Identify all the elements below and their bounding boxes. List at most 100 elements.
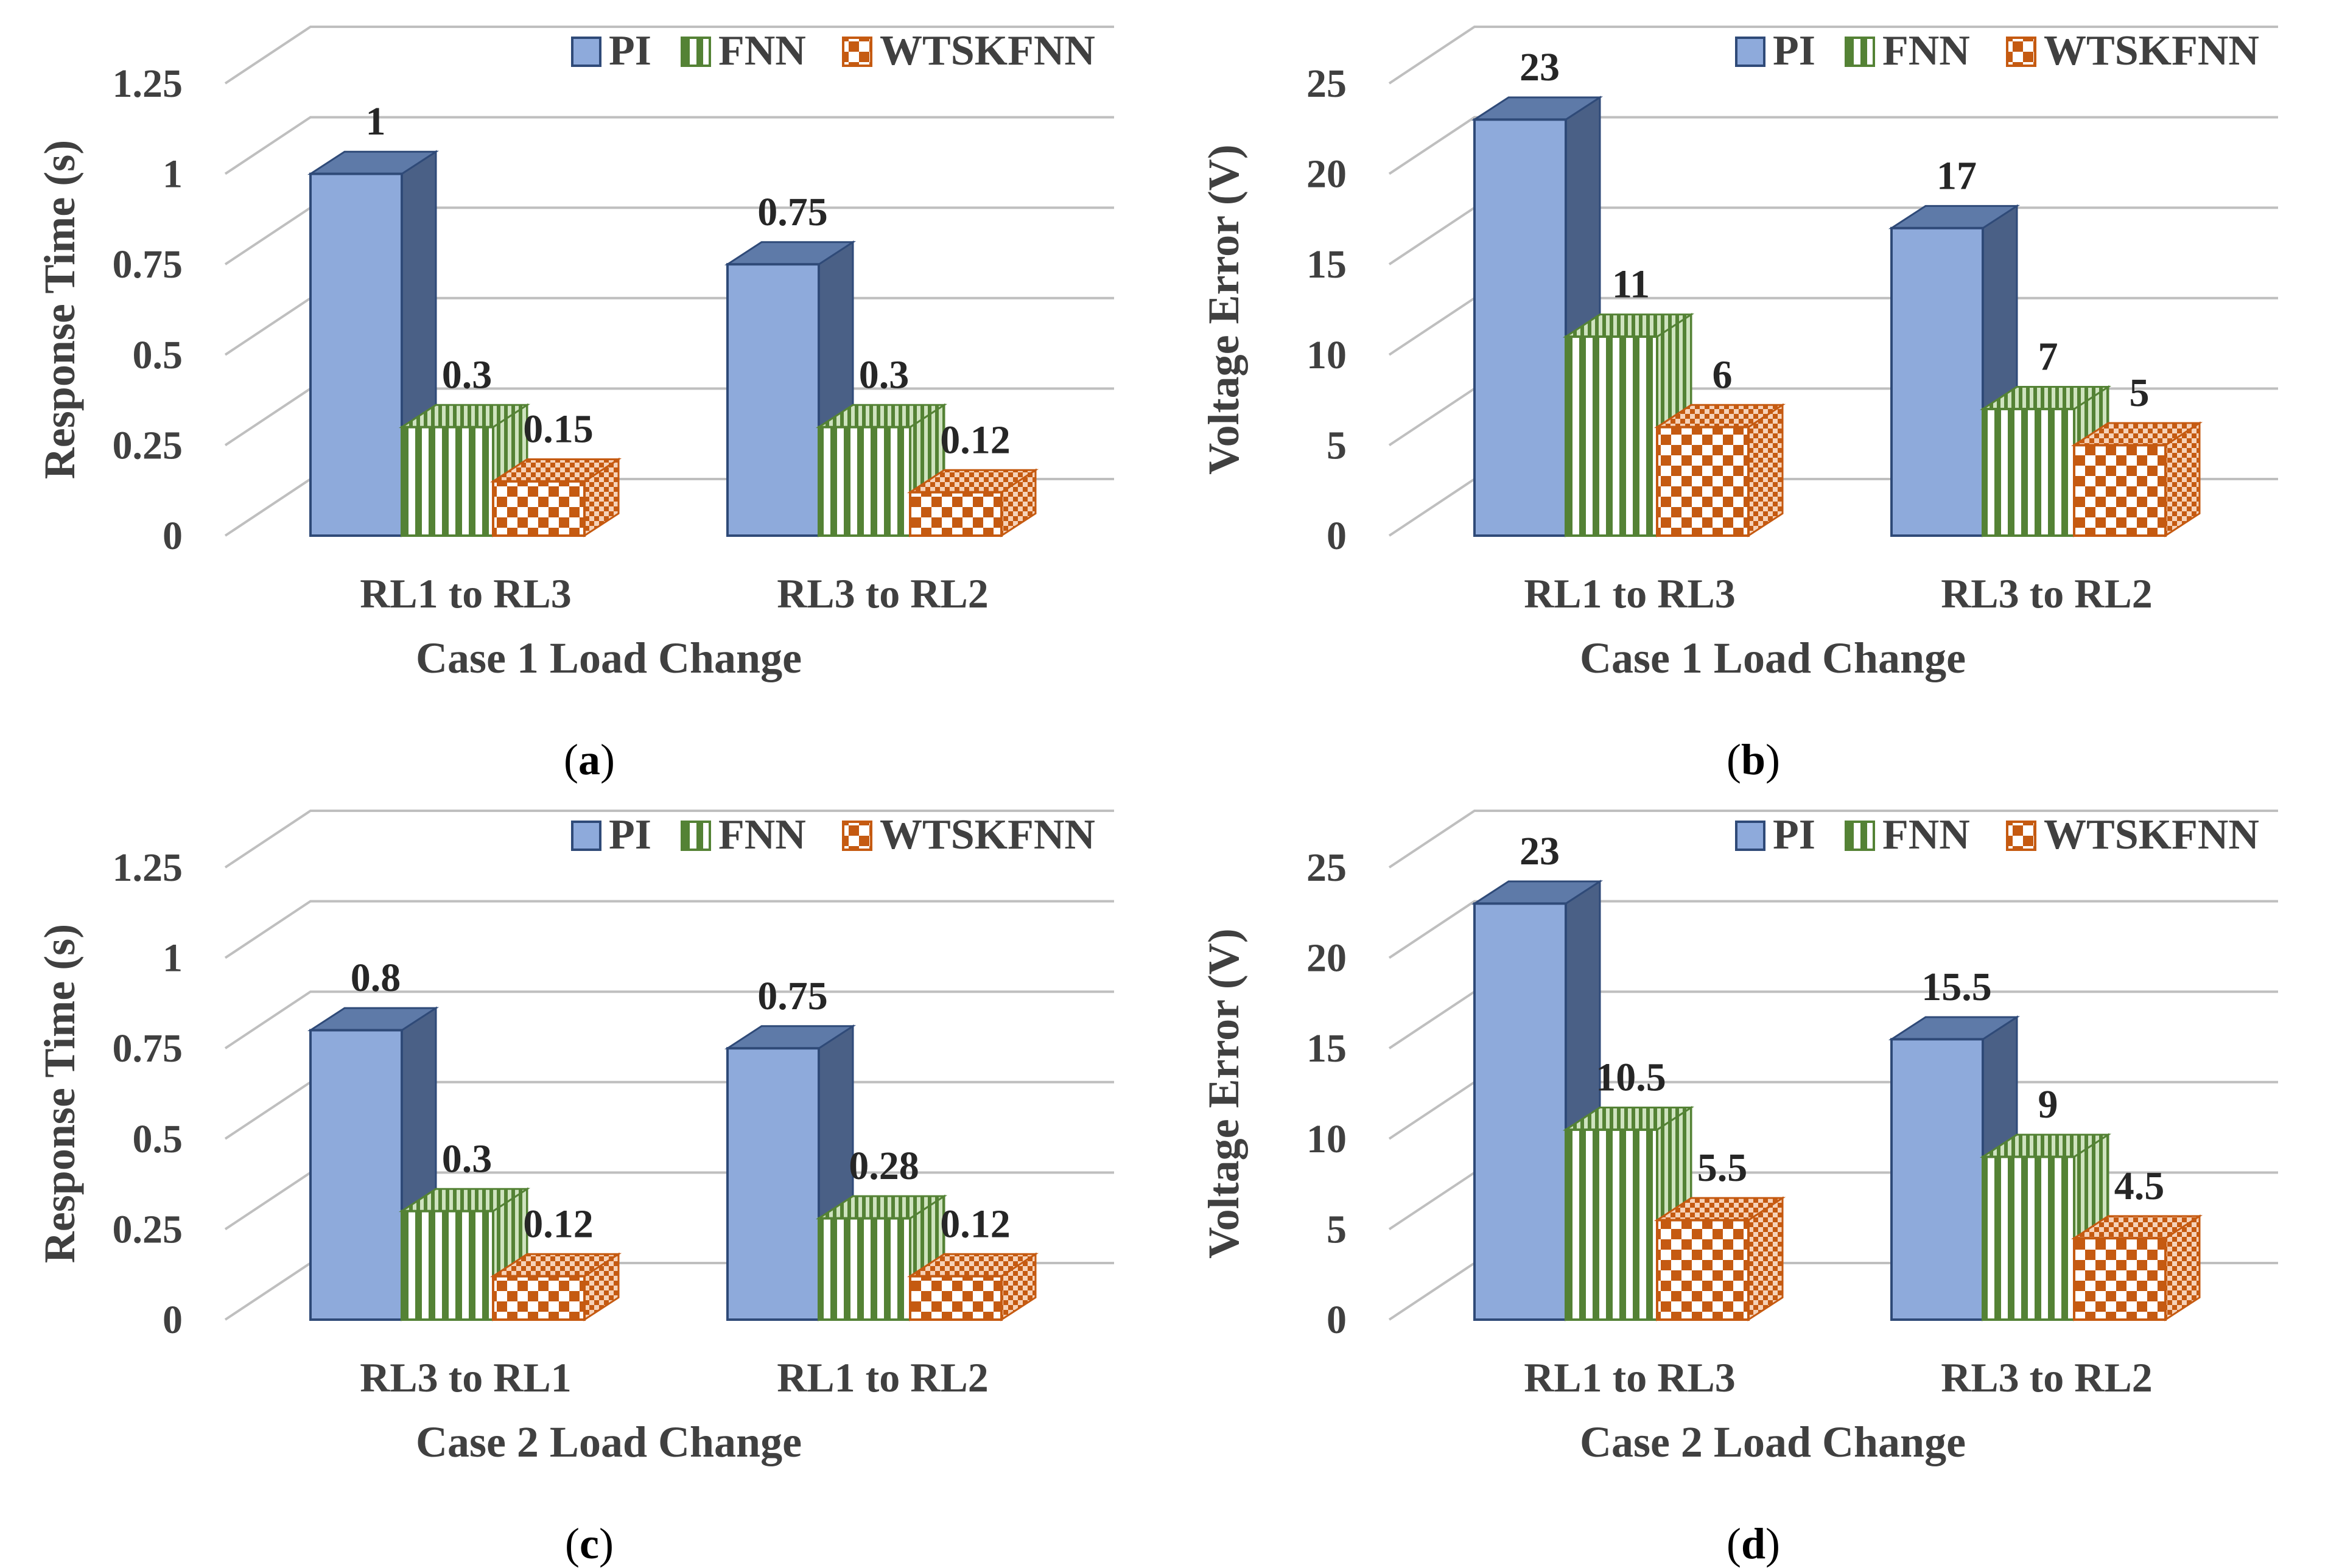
y-tick-label: 0.75 — [113, 242, 183, 287]
x-axis-title: Case 1 Load Change — [1580, 634, 1966, 682]
chart-b-svg: 0 5 10 15 20 25 Voltage Error (V) 23 11 6 RL1 to R… — [1199, 26, 2278, 784]
legend-label: FNN — [1882, 27, 1970, 74]
legend-label: PI — [1773, 811, 1815, 858]
data-label: 9 — [2038, 1082, 2058, 1127]
y-tick-label: 0.5 — [133, 1117, 183, 1161]
x-category-label: RL3 to RL2 — [1941, 570, 2153, 617]
legend-swatch-wtskfnn — [2006, 37, 2036, 67]
chart-panel-a: 0 0.25 0.5 0.75 1 1.25 Response Time (s) 1 0.3 0.… — [0, 0, 1164, 784]
data-label: 0.15 — [523, 407, 594, 451]
legend: PI FNN WTSKFNN — [571, 27, 1095, 74]
data-label: 1 — [366, 99, 386, 144]
legend-label: FNN — [718, 27, 806, 74]
y-axis-title: Response Time (s) — [35, 140, 84, 479]
y-tick-label: 25 — [1306, 845, 1347, 890]
y-tick-label: 25 — [1306, 61, 1347, 106]
y-tick-label: 0.5 — [133, 333, 183, 377]
bar-wtskfnn-1 — [489, 457, 622, 537]
chart-panel-b: 0 5 10 15 20 25 Voltage Error (V) 23 11 6 RL1 to R… — [1164, 0, 2328, 784]
legend-label: PI — [1773, 27, 1815, 74]
legend: PI FNN WTSKFNN — [1735, 27, 2259, 74]
data-label: 5.5 — [1697, 1146, 1748, 1190]
panel-caption: (c) — [565, 1519, 614, 1568]
data-label: 0.3 — [859, 352, 910, 397]
y-axis-title: Response Time (s) — [35, 924, 84, 1263]
x-category-label: RL1 to RL3 — [1524, 570, 1736, 617]
panel-caption: (d) — [1727, 1519, 1780, 1568]
legend-swatch-wtskfnn — [842, 821, 872, 851]
bar-wtskfnn-1 — [1653, 1196, 1786, 1321]
legend-label: WTSKFNN — [880, 811, 1095, 858]
gridline — [1388, 810, 2278, 869]
legend-swatch-fnn — [681, 37, 711, 67]
y-tick-label: 0 — [163, 1298, 183, 1342]
gridline — [224, 116, 1114, 175]
data-label: 7 — [2038, 335, 2058, 379]
legend-swatch-pi — [1735, 37, 1765, 67]
panel-caption: (a) — [564, 735, 615, 784]
y-tick-label: 5 — [1327, 423, 1347, 467]
data-label: 5 — [2130, 371, 2150, 415]
y-tick-label: 0.25 — [113, 423, 183, 467]
bar-wtskfnn-2 — [906, 1252, 1039, 1321]
gridline — [224, 990, 1114, 1049]
legend-label: PI — [609, 811, 651, 858]
legend-swatch-pi — [571, 821, 601, 851]
chart-d-svg: 0 5 10 15 20 25 Voltage Error (V) 23 10.5 5.5 RL1 … — [1199, 810, 2278, 1568]
legend-swatch-fnn — [1845, 821, 1875, 851]
bar-wtskfnn-1 — [1653, 403, 1786, 537]
y-tick-label: 20 — [1306, 152, 1347, 197]
x-axis-title: Case 2 Load Change — [1580, 1418, 1966, 1466]
caption-letter: b — [1741, 735, 1765, 784]
bar-fnn-2 — [815, 403, 948, 537]
y-tick-label: 10 — [1306, 333, 1347, 377]
legend-label: WTSKFNN — [2044, 27, 2259, 74]
chart-panel-c: 0 0.25 0.5 0.75 1 1.25 Response Time (s) 0.8 0.3… — [0, 784, 1164, 1568]
x-category-label: RL1 to RL2 — [777, 1354, 989, 1401]
legend-label: WTSKFNN — [880, 27, 1095, 74]
data-label: 0.3 — [442, 1136, 493, 1181]
caption-letter: c — [580, 1519, 599, 1568]
data-label: 6 — [1713, 352, 1733, 397]
legend-label: PI — [609, 27, 651, 74]
data-label: 0.12 — [940, 1202, 1011, 1246]
legend-label: WTSKFNN — [2044, 811, 2259, 858]
data-label: 17 — [1937, 153, 1977, 198]
data-label: 4.5 — [2114, 1164, 2165, 1208]
y-tick-label: 0.25 — [113, 1207, 183, 1251]
y-axis-title: Voltage Error (V) — [1199, 928, 1248, 1259]
caption-letter: d — [1741, 1519, 1765, 1568]
caption-letter: a — [578, 735, 600, 784]
legend-label: FNN — [1882, 811, 1970, 858]
y-tick-label: 10 — [1306, 1117, 1347, 1161]
legend-swatch-pi — [1735, 821, 1765, 851]
y-tick-label: 1.25 — [113, 61, 183, 106]
y-tick-label: 20 — [1306, 936, 1347, 981]
chart-panel-d: 0 5 10 15 20 25 Voltage Error (V) 23 10.5 5.5 RL1 … — [1164, 784, 2328, 1568]
gridline — [224, 810, 1114, 869]
data-label: 23 — [1520, 829, 1560, 873]
y-axis-title: Voltage Error (V) — [1199, 144, 1248, 475]
y-tick-label: 0 — [1327, 1298, 1347, 1342]
x-axis-title: Case 1 Load Change — [416, 634, 802, 682]
legend-label: FNN — [718, 811, 806, 858]
data-label: 0.8 — [351, 956, 401, 1000]
data-label: 0.75 — [757, 974, 828, 1018]
y-tick-label: 15 — [1306, 242, 1347, 287]
gridline — [1388, 900, 2278, 959]
y-tick-label: 1 — [163, 936, 183, 981]
data-label: 11 — [1612, 262, 1650, 307]
data-label: 0.3 — [442, 352, 493, 397]
x-category-label: RL1 to RL3 — [1524, 1354, 1736, 1401]
x-category-label: RL3 to RL2 — [777, 570, 989, 617]
chart-c-svg: 0 0.25 0.5 0.75 1 1.25 Response Time (s) 0.8 0.3… — [35, 810, 1114, 1568]
y-tick-label: 0 — [1327, 514, 1347, 558]
x-axis-title: Case 2 Load Change — [416, 1418, 802, 1466]
bar-wtskfnn-2 — [2070, 1214, 2203, 1321]
panel-caption: (b) — [1727, 735, 1780, 784]
bar-wtskfnn-2 — [2070, 421, 2203, 537]
gridline — [1388, 26, 2278, 85]
gridline — [1388, 116, 2278, 175]
bar-pi-1 — [1471, 880, 1604, 1321]
